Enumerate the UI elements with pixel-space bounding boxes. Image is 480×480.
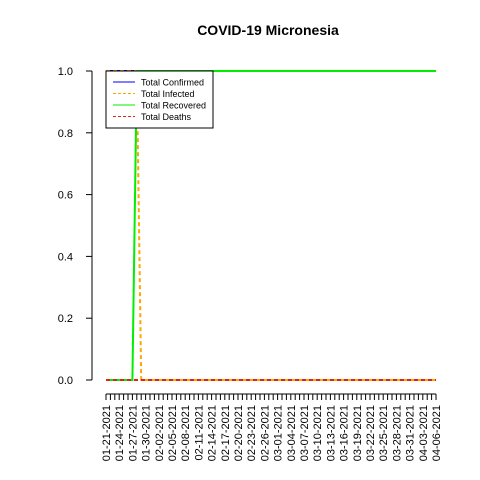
x-tick-label: 02-02-2021	[154, 405, 166, 461]
chart-title: COVID-19 Micronesia	[197, 22, 339, 38]
y-axis: 0.0 0.2 0.4 0.6 0.8 1.0	[58, 66, 93, 387]
x-tick-label: 03-04-2021	[286, 405, 298, 461]
legend-label: Total Confirmed	[141, 78, 204, 88]
x-tick-label: 03-07-2021	[299, 405, 311, 461]
x-tick-label: 03-13-2021	[325, 405, 337, 461]
y-tick-label: 1.0	[58, 66, 73, 78]
y-tick-label: 0.4	[58, 251, 73, 263]
legend-label: Total Infected	[141, 89, 195, 99]
x-tick-label: 02-11-2021	[193, 405, 205, 460]
x-tick-label: 03-19-2021	[352, 405, 364, 461]
x-tick-label: 01-27-2021	[127, 405, 139, 461]
x-tick-label: 01-24-2021	[114, 405, 126, 461]
x-tick-label: 01-21-2021	[101, 405, 113, 461]
x-tick-label: 03-16-2021	[339, 405, 351, 461]
x-tick-label: 03-31-2021	[405, 405, 417, 461]
x-tick-label: 02-05-2021	[167, 405, 179, 461]
legend-label: Total Recovered	[141, 101, 206, 111]
y-ticks: 0.0 0.2 0.4 0.6 0.8 1.0	[58, 66, 92, 387]
y-tick-label: 0.8	[58, 128, 73, 140]
y-tick-label: 0.2	[58, 313, 73, 325]
x-tick-label: 03-22-2021	[365, 405, 377, 461]
x-tick-label: 02-08-2021	[180, 405, 192, 461]
y-tick-label: 0.6	[58, 190, 73, 202]
legend-box	[105, 70, 214, 129]
x-tick-label: 03-01-2021	[273, 405, 285, 461]
x-tick-label: 02-14-2021	[207, 405, 219, 461]
x-tick-label: 04-06-2021	[431, 405, 443, 461]
x-tick-label: 04-03-2021	[418, 405, 430, 461]
x-tick-label: 03-28-2021	[391, 405, 403, 461]
y-tick-label: 0.0	[58, 375, 73, 387]
x-tick-label: 02-26-2021	[259, 405, 271, 461]
x-ticks: 01-21-2021 01-24-2021 01-27-2021 01-30-2021…	[101, 394, 443, 461]
x-axis: 01-21-2021 01-24-2021 01-27-2021 01-30-2021…	[101, 393, 443, 461]
x-tick-label: 02-20-2021	[233, 405, 245, 461]
x-tick-label: 03-25-2021	[378, 405, 390, 461]
x-tick-label: 01-30-2021	[141, 405, 153, 461]
x-tick-label: 02-17-2021	[220, 405, 232, 461]
legend-label: Total Deaths	[141, 112, 192, 122]
x-tick-label: 03-10-2021	[312, 405, 324, 461]
x-tick-label: 02-23-2021	[246, 405, 258, 461]
